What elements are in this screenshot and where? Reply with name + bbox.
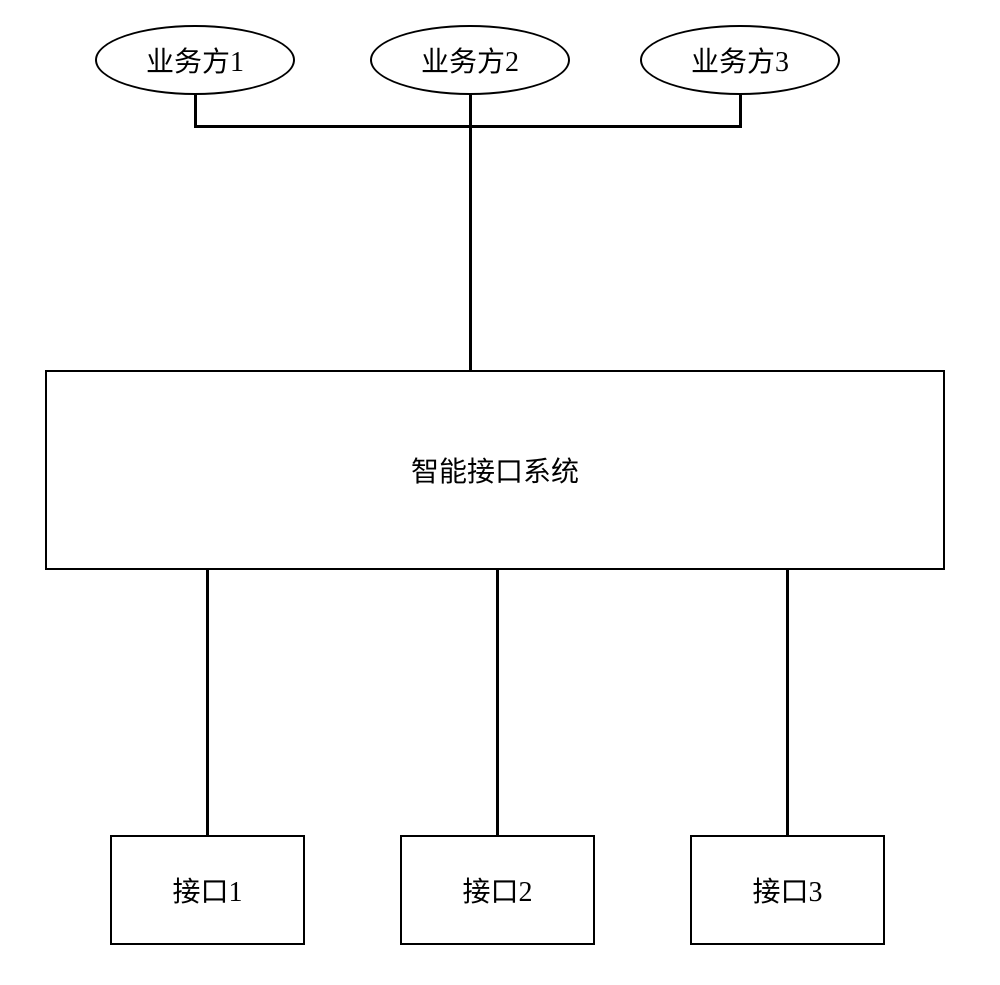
edge-system-to-interface3 [786,570,789,837]
business-party-1-label: 业务方1 [146,40,244,80]
edge-business3-down [739,95,742,128]
business-party-2-label: 业务方2 [421,40,519,80]
edge-business1-down [194,95,197,128]
interface-1-label: 接口1 [172,870,242,910]
edge-top-bus [194,125,742,128]
business-party-2-node: 业务方2 [370,25,570,95]
business-party-3-label: 业务方3 [691,40,789,80]
system-node: 智能接口系统 [45,370,945,570]
interface-2-node: 接口2 [400,835,595,945]
edge-system-to-interface1 [206,570,209,837]
business-party-3-node: 业务方3 [640,25,840,95]
edge-business2-down [469,95,472,128]
system-label: 智能接口系统 [411,450,579,490]
edge-bus-to-system [469,125,472,372]
interface-2-label: 接口2 [462,870,532,910]
interface-1-node: 接口1 [110,835,305,945]
business-party-1-node: 业务方1 [95,25,295,95]
interface-3-node: 接口3 [690,835,885,945]
interface-3-label: 接口3 [752,870,822,910]
edge-system-to-interface2 [496,570,499,837]
